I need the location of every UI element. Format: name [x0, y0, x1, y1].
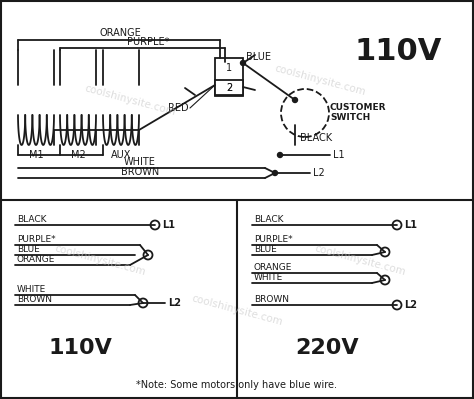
Circle shape — [273, 170, 277, 176]
Text: BLUE: BLUE — [246, 52, 271, 62]
Text: BLUE: BLUE — [17, 245, 40, 255]
Text: BLACK: BLACK — [254, 215, 283, 225]
Text: L1: L1 — [162, 220, 175, 230]
Circle shape — [277, 152, 283, 158]
Text: 2: 2 — [226, 83, 232, 93]
Text: coolshinysite.com: coolshinysite.com — [83, 83, 177, 117]
Text: BROWN: BROWN — [121, 167, 159, 177]
Text: coolshinysite.com: coolshinysite.com — [190, 293, 284, 327]
Text: PURPLE*: PURPLE* — [17, 235, 55, 245]
Text: BROWN: BROWN — [17, 296, 52, 304]
Bar — [215, 80, 243, 95]
Text: SWITCH: SWITCH — [330, 113, 370, 122]
Text: L2: L2 — [168, 298, 181, 308]
Text: CUSTOMER: CUSTOMER — [330, 103, 386, 113]
Text: 110V: 110V — [48, 338, 112, 358]
Text: 1: 1 — [226, 63, 232, 73]
Text: BLUE: BLUE — [254, 245, 277, 255]
Text: BLACK: BLACK — [17, 215, 46, 225]
Text: M2: M2 — [71, 150, 85, 160]
Text: WHITE: WHITE — [124, 157, 156, 167]
Circle shape — [292, 97, 298, 103]
Text: 110V: 110V — [355, 38, 442, 67]
Text: 2: 2 — [226, 83, 232, 93]
Text: coolshinysite.com: coolshinysite.com — [313, 243, 407, 277]
Text: L2: L2 — [313, 168, 325, 178]
Text: M1: M1 — [29, 150, 43, 160]
Text: 220V: 220V — [295, 338, 359, 358]
Text: coolshinysite.com: coolshinysite.com — [273, 63, 367, 97]
Text: AUX: AUX — [111, 150, 131, 160]
Text: ORANGE: ORANGE — [99, 28, 141, 38]
Text: BLACK: BLACK — [300, 133, 332, 143]
Text: L2: L2 — [404, 300, 417, 310]
Text: RED: RED — [168, 103, 189, 113]
Text: *Note: Some motors only have blue wire.: *Note: Some motors only have blue wire. — [137, 380, 337, 390]
Text: ORANGE: ORANGE — [254, 263, 292, 273]
Text: PURPLE*: PURPLE* — [127, 37, 169, 47]
Text: ORANGE: ORANGE — [17, 255, 55, 265]
Text: coolshinysite.com: coolshinysite.com — [53, 243, 146, 277]
Text: BROWN: BROWN — [254, 296, 289, 304]
Bar — [215, 58, 243, 96]
Text: L1: L1 — [404, 220, 417, 230]
Text: WHITE: WHITE — [254, 273, 283, 282]
Text: PURPLE*: PURPLE* — [254, 235, 292, 245]
Text: WHITE: WHITE — [17, 286, 46, 294]
Circle shape — [240, 61, 246, 65]
Text: L1: L1 — [333, 150, 345, 160]
